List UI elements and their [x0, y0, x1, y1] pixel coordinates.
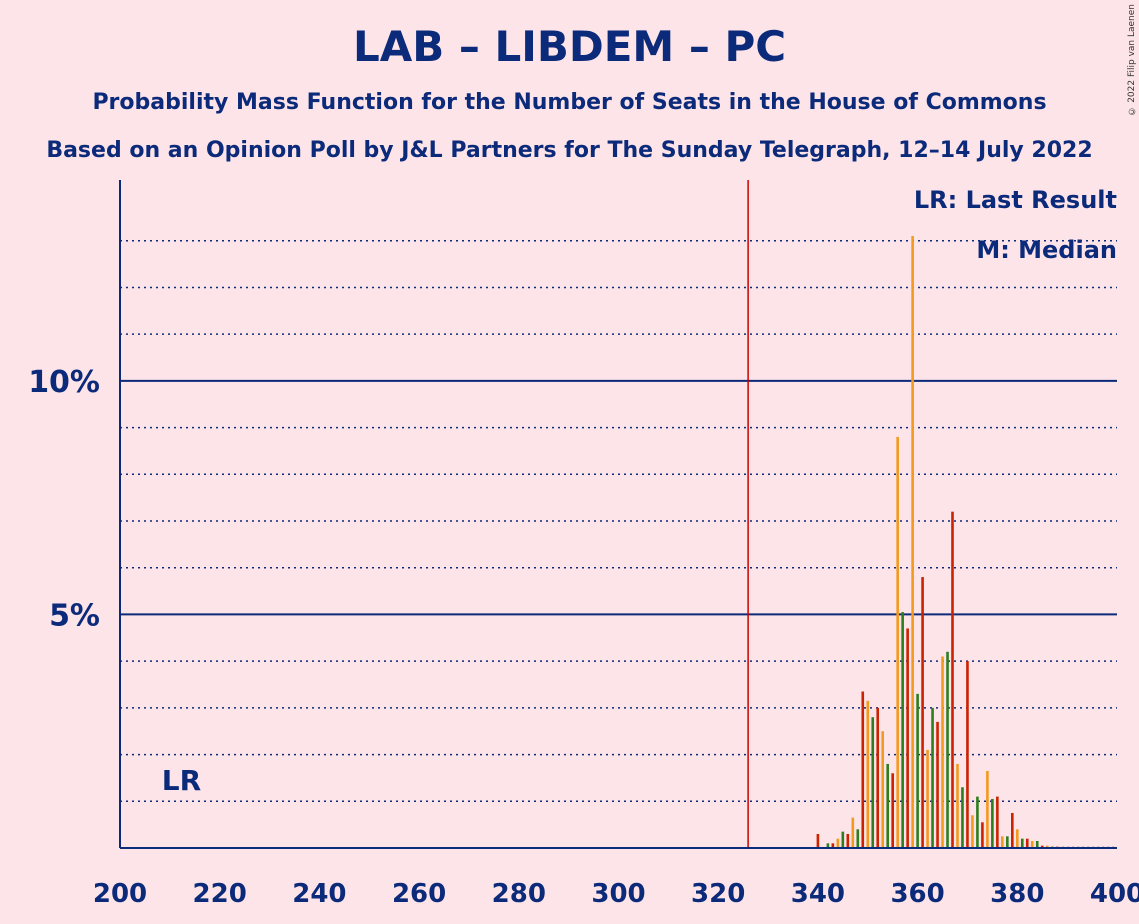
- bar-364: [936, 721, 939, 848]
- bar-383: [1030, 840, 1034, 848]
- bar-350: [866, 700, 870, 848]
- bar-385: [1040, 845, 1044, 848]
- bar-345: [841, 831, 845, 848]
- chart-title: LAB – LIBDEM – PC: [352, 22, 787, 71]
- x-tick-label-360: 360: [890, 879, 944, 909]
- bar-368: [956, 763, 959, 848]
- x-tick-label-400: 400: [1090, 879, 1139, 909]
- tick-labels: 200 220 240 260 280 300 320 340 360 380 400 5% 10%: [28, 365, 1139, 909]
- chart-subtitle: Probability Mass Function for the Number…: [92, 90, 1047, 115]
- bar-358: [906, 628, 909, 848]
- bar-373: [981, 822, 984, 848]
- bar-360: [916, 693, 919, 848]
- bar-343: [831, 843, 835, 848]
- x-tick-label-200: 200: [93, 879, 147, 909]
- bar-357: [901, 612, 904, 848]
- bar-381: [1020, 838, 1024, 848]
- bar-362: [926, 749, 929, 848]
- bar-346: [846, 833, 850, 848]
- legend-last-result: LR: Last Result: [914, 186, 1117, 214]
- bar-384: [1035, 840, 1039, 848]
- bar-378: [1006, 836, 1009, 848]
- bar-356: [896, 436, 899, 848]
- x-tick-label-220: 220: [193, 879, 247, 909]
- axes: [119, 180, 1117, 849]
- bar-342: [826, 843, 830, 848]
- last-result-marker: LR: [162, 764, 201, 797]
- x-tick-label-380: 380: [990, 879, 1044, 909]
- bar-374: [986, 770, 989, 848]
- bar-344: [836, 838, 840, 848]
- bar-347: [851, 817, 855, 848]
- gridlines: [120, 180, 1117, 848]
- bar-372: [976, 796, 979, 848]
- bar-382: [1025, 838, 1029, 848]
- y-tick-label-10: 10%: [28, 365, 100, 400]
- bar-363: [931, 707, 934, 848]
- bar-366: [946, 651, 949, 848]
- bars: [816, 236, 1117, 849]
- bar-348: [856, 829, 860, 848]
- bar-377: [1001, 836, 1004, 848]
- bar-376: [996, 796, 999, 848]
- bar-355: [891, 773, 894, 848]
- bar-367: [951, 511, 954, 848]
- bar-379: [1011, 812, 1014, 848]
- bar-380: [1016, 829, 1019, 848]
- bar-353: [881, 731, 885, 848]
- chart-source: Based on an Opinion Poll by J&L Partners…: [46, 138, 1093, 163]
- x-tick-label-240: 240: [292, 879, 346, 909]
- bar-369: [961, 787, 964, 848]
- x-tick-label-320: 320: [691, 879, 745, 909]
- y-tick-label-5: 5%: [49, 598, 100, 633]
- bar-352: [876, 707, 880, 848]
- x-tick-label-300: 300: [591, 879, 645, 909]
- x-tick-label-280: 280: [492, 879, 546, 909]
- bar-349: [861, 691, 865, 848]
- bar-351: [871, 717, 875, 848]
- bar-359: [911, 236, 914, 849]
- bar-365: [941, 656, 944, 848]
- bar-375: [991, 798, 994, 848]
- bar-386: [1045, 845, 1049, 848]
- bar-370: [966, 661, 969, 848]
- bar-371: [971, 815, 974, 848]
- bar-340: [816, 833, 820, 848]
- bar-354: [886, 763, 889, 848]
- x-tick-label-260: 260: [392, 879, 446, 909]
- bar-361: [921, 577, 924, 848]
- legend-median: M: Median: [976, 236, 1117, 264]
- x-tick-label-340: 340: [791, 879, 845, 909]
